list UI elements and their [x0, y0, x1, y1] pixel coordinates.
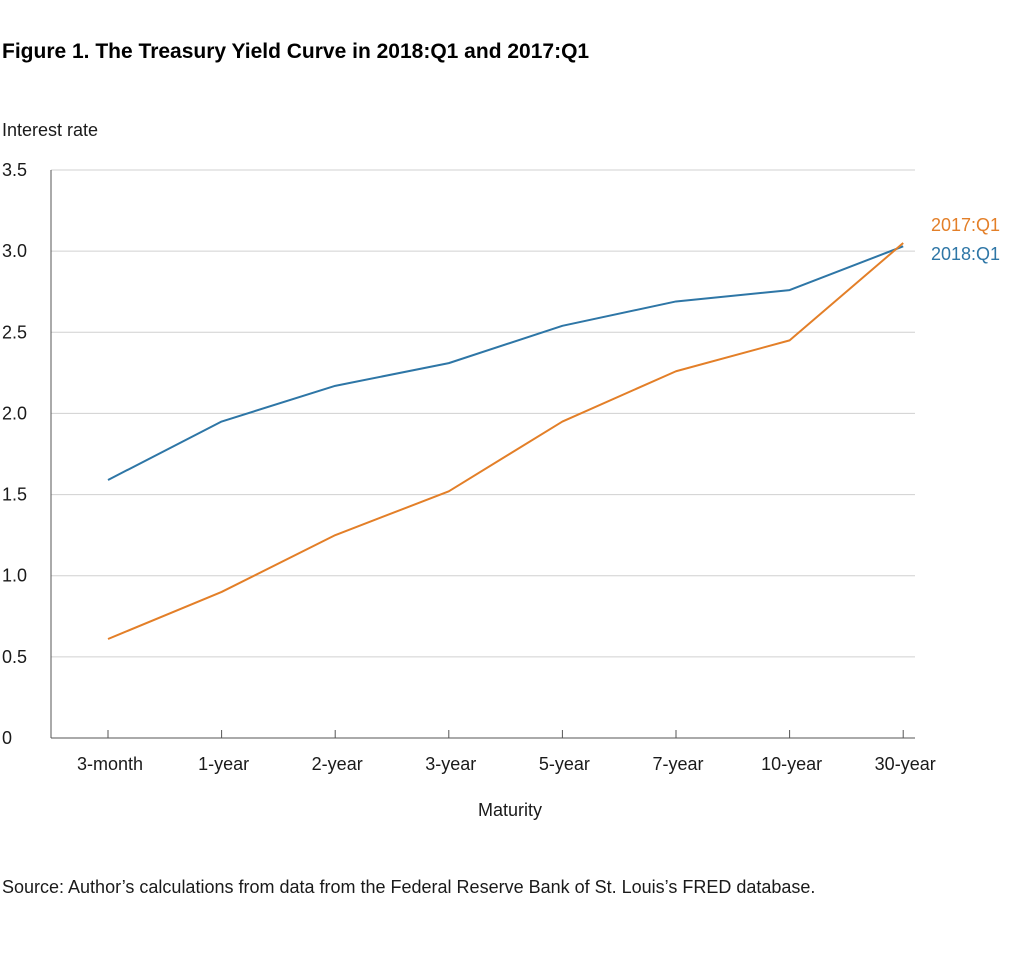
x-tick-label: 30-year: [875, 754, 936, 774]
y-tick-label: 3.5: [2, 160, 27, 180]
x-tick-label: 5-year: [539, 754, 590, 774]
x-tick-labels: 3-month 1-year 2-year 3-year 5-year 7-year 10-…: [77, 754, 936, 774]
series-label: 2018:Q1: [931, 244, 1000, 264]
chart-title: Figure 1. The Treasury Yield Curve in 20…: [2, 40, 590, 63]
axes: [50, 170, 915, 739]
gridlines: [51, 169, 915, 658]
y-tick-label: 3.0: [2, 241, 27, 261]
y-tick-labels: 0 0.5 1.0 1.5 2.0 2.5 3.0 3.5: [2, 160, 27, 748]
y-tick-label: 0: [2, 728, 12, 748]
x-tick-label: 10-year: [761, 754, 822, 774]
y-tick-label: 1.0: [2, 566, 27, 586]
y-tick-label: 0.5: [2, 647, 27, 667]
source-note: Source: Author’s calculations from data …: [2, 877, 816, 897]
x-tick-label: 3-year: [425, 754, 476, 774]
x-axis-title: Maturity: [478, 800, 542, 820]
x-tick-label: 7-year: [652, 754, 703, 774]
series-line: [107, 245, 904, 481]
series-line: [107, 242, 904, 640]
x-tick-label: 2-year: [312, 754, 363, 774]
y-axis-title: Interest rate: [2, 120, 98, 140]
y-tick-label: 2.0: [2, 403, 27, 423]
series-label: 2017:Q1: [931, 215, 1000, 235]
series-lines: [107, 242, 904, 640]
x-tick-label: 3-month: [77, 754, 143, 774]
y-tick-label: 1.5: [2, 485, 27, 505]
x-tick-label: 1-year: [198, 754, 249, 774]
y-tick-label: 2.5: [2, 322, 27, 342]
series-labels: 2018:Q1 2017:Q1: [931, 215, 1000, 264]
